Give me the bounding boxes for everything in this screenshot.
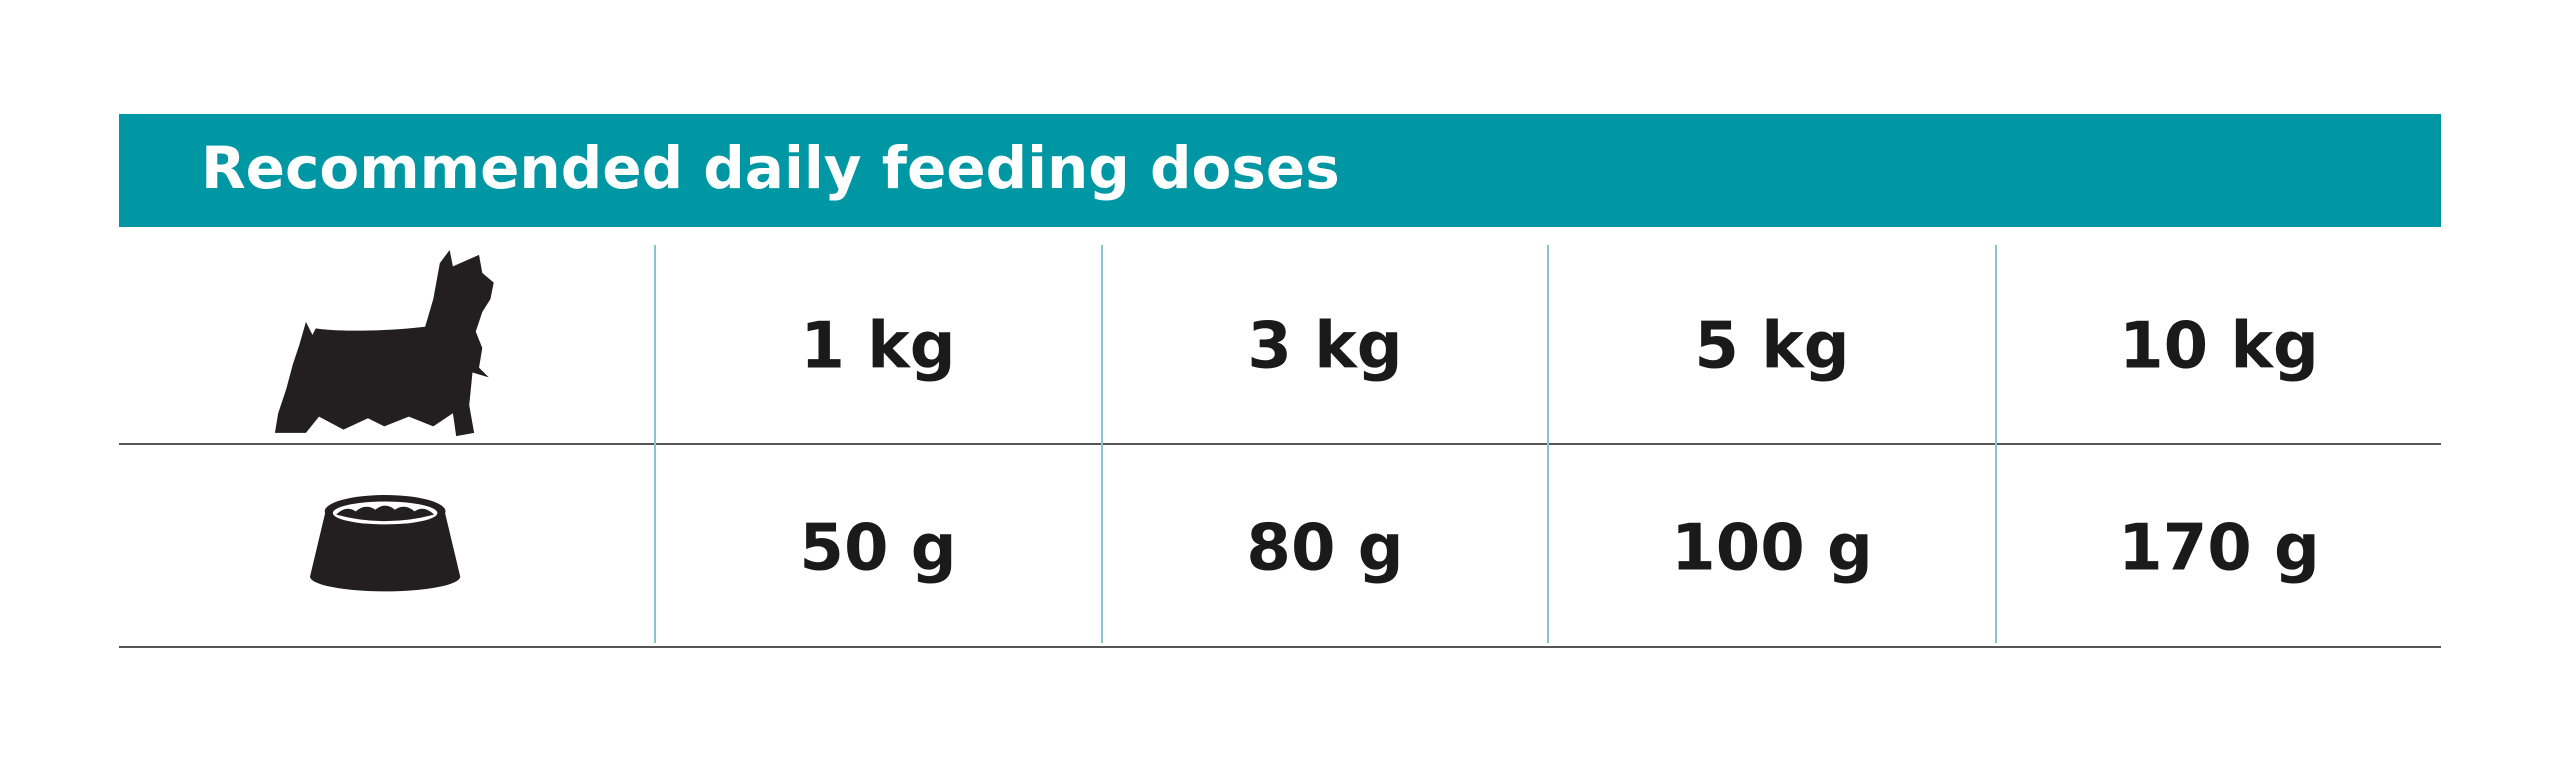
table-cell: 50 g <box>799 512 956 586</box>
table-cell: 5 kg <box>1694 310 1849 384</box>
table-cell: 10 kg <box>2119 310 2319 384</box>
dog-icon <box>274 250 494 437</box>
header-bar <box>119 114 2441 227</box>
table-cell: 170 g <box>2118 512 2320 586</box>
table-cell: 100 g <box>1671 512 1873 586</box>
table-cell: 3 kg <box>1247 310 1402 384</box>
table-cell: 1 kg <box>800 310 955 384</box>
table-cell: 80 g <box>1246 512 1403 586</box>
bowl-icon <box>310 495 461 592</box>
column-dividers <box>654 245 1997 643</box>
header-title: Recommended daily feeding doses <box>201 134 1340 202</box>
